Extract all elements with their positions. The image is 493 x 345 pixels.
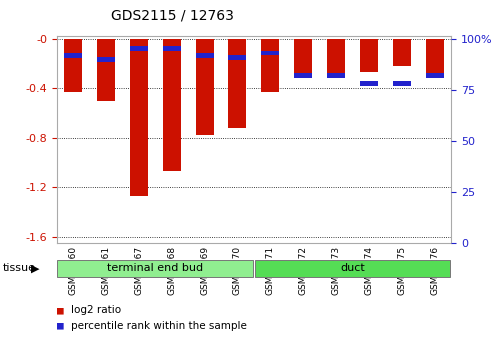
Bar: [425, 73, 444, 78]
Bar: [97, 39, 115, 101]
Bar: [393, 81, 411, 86]
Bar: [163, 39, 181, 171]
Bar: [261, 50, 280, 56]
Text: GDS2115 / 12763: GDS2115 / 12763: [111, 9, 234, 23]
Bar: [130, 47, 148, 51]
Text: tissue: tissue: [2, 264, 35, 273]
Bar: [228, 39, 246, 128]
Bar: [64, 52, 82, 58]
Bar: [163, 47, 181, 51]
Text: ▶: ▶: [31, 264, 39, 273]
Bar: [327, 39, 345, 76]
Text: ■: ■: [57, 305, 64, 315]
Bar: [57, 260, 253, 277]
Bar: [130, 39, 148, 196]
Bar: [64, 39, 82, 92]
Text: duct: duct: [340, 263, 365, 273]
Bar: [196, 39, 213, 135]
Bar: [294, 39, 312, 77]
Bar: [261, 39, 280, 92]
Text: log2 ratio: log2 ratio: [71, 305, 122, 315]
Text: percentile rank within the sample: percentile rank within the sample: [71, 321, 247, 331]
Bar: [196, 52, 213, 58]
Bar: [360, 81, 378, 86]
Bar: [228, 55, 246, 60]
Bar: [254, 260, 451, 277]
Bar: [327, 73, 345, 78]
Text: terminal end bud: terminal end bud: [107, 263, 203, 273]
Bar: [425, 39, 444, 75]
Text: ■: ■: [57, 321, 64, 331]
Bar: [393, 39, 411, 66]
Bar: [294, 73, 312, 78]
Bar: [360, 39, 378, 72]
Bar: [97, 57, 115, 62]
